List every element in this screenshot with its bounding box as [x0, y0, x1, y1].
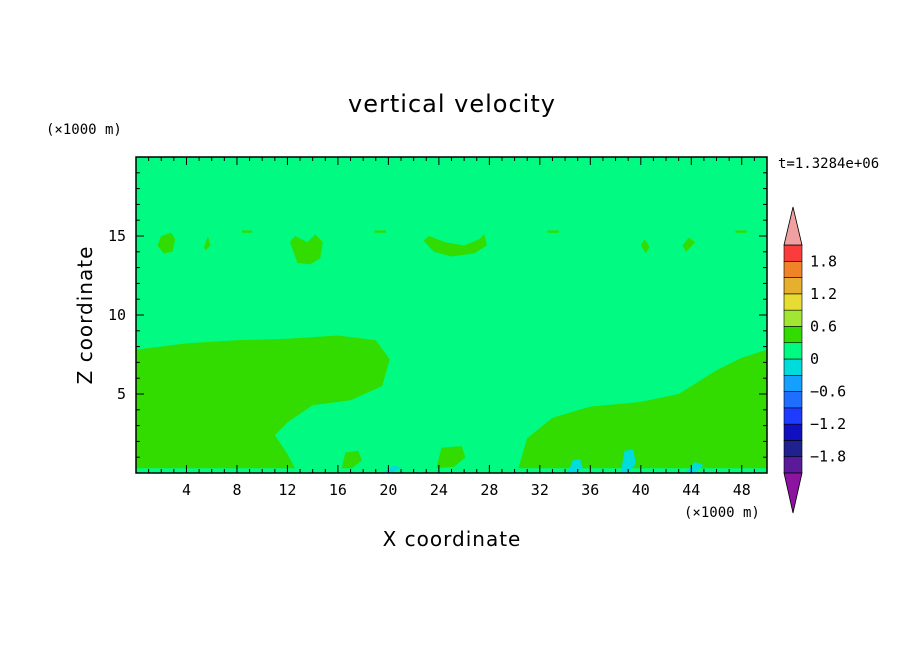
colorbar-over-arrow	[784, 207, 802, 245]
x-tick-label: 40	[632, 481, 650, 499]
y-tick-label: 10	[108, 306, 126, 324]
colorbar-cell	[784, 343, 802, 359]
x-tick-label: 36	[581, 481, 599, 499]
x-tick-label: 12	[278, 481, 296, 499]
time-label: t=1.3284e+06	[778, 156, 879, 172]
plot-area: 4812162024283236404448 51015	[108, 157, 767, 499]
y-axis-label: Z coordinate	[73, 246, 97, 385]
x-tick-label: 28	[480, 481, 498, 499]
x-tick-label: 16	[329, 481, 347, 499]
colorbar-tick-label: 0	[810, 350, 819, 368]
colorbar-under-arrow	[784, 473, 802, 513]
x-unit-label: (×1000 m)	[684, 505, 760, 521]
x-tick-label: 24	[430, 481, 448, 499]
colorbar: 1.8 1.2 0.6 0 −0.6 −1.2 −1.8	[784, 207, 846, 513]
x-tick-label: 8	[232, 481, 241, 499]
x-tick-label: 4	[182, 481, 191, 499]
colorbar-cell	[784, 310, 802, 326]
colorbar-cell	[784, 408, 802, 424]
chart-title: vertical velocity	[348, 90, 556, 118]
colorbar-tick-label: −0.6	[810, 383, 846, 401]
contour-region-12	[547, 231, 558, 233]
contour-region-11	[375, 231, 386, 233]
colorbar-cell	[784, 392, 802, 408]
colorbar-cell	[784, 457, 802, 473]
y-tick-label: 5	[117, 385, 126, 403]
colorbar-cell	[784, 424, 802, 440]
colorbar-cell	[784, 245, 802, 261]
colorbar-cell	[784, 359, 802, 375]
x-tick-label: 48	[733, 481, 751, 499]
colorbar-tick-label: 1.2	[810, 285, 837, 303]
colorbar-cell	[784, 261, 802, 277]
contour-region-13	[735, 231, 746, 233]
contour-region-10	[242, 231, 252, 233]
colorbar-tick-label: 0.6	[810, 317, 837, 335]
y-unit-label: (×1000 m)	[46, 122, 122, 138]
x-tick-label: 20	[379, 481, 397, 499]
x-tick-label: 32	[531, 481, 549, 499]
y-tick-label: 15	[108, 227, 126, 245]
colorbar-cell	[784, 375, 802, 391]
x-axis-label: X coordinate	[383, 527, 522, 551]
colorbar-tick-label: −1.2	[810, 415, 846, 433]
colorbar-cell	[784, 326, 802, 342]
x-tick-label: 44	[682, 481, 700, 499]
colorbar-cell	[784, 294, 802, 310]
colorbar-tick-label: −1.8	[810, 448, 846, 466]
colorbar-cell	[784, 278, 802, 294]
colorbar-tick-label: 1.8	[810, 252, 837, 270]
colorbar-cell	[784, 440, 802, 456]
